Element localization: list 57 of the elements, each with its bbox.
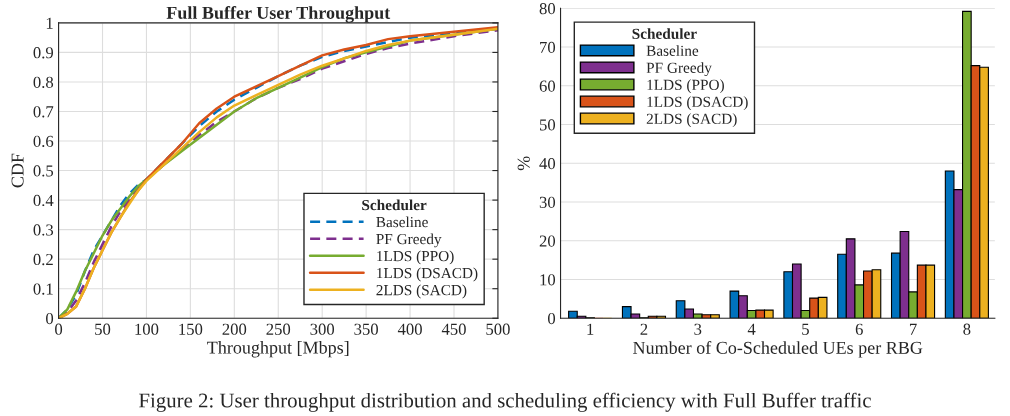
- x-tick-label: 5: [802, 323, 809, 335]
- y-axis-title: CDF: [11, 153, 24, 188]
- chart-title: Full Buffer User Throughput: [166, 6, 391, 23]
- legend-label: PF Greedy: [646, 62, 712, 77]
- x-tick-label: 200: [222, 323, 247, 335]
- y-tick-label: 0: [547, 312, 556, 325]
- legend-label: Baseline: [646, 45, 699, 56]
- x-tick-label: 3: [694, 323, 702, 335]
- caption: Figure 2: User throughput distribution and scheduling efficiency with Full Buffer traffic: [139, 392, 871, 412]
- y-tick-label: 60: [539, 80, 556, 92]
- x-tick-label: 450: [441, 323, 466, 335]
- x-tick-label: 8: [963, 323, 971, 335]
- legend-title: Scheduler: [632, 28, 697, 39]
- y-tick-label: 10: [540, 274, 556, 286]
- legend-label: 2LDS (SACD): [646, 113, 737, 128]
- x-tick-label: 100: [135, 323, 159, 335]
- y-tick-label: 70: [540, 41, 556, 54]
- x-axis-title: Number of Co-Scheduled UEs per RBG: [633, 340, 923, 358]
- y-tick-label: 30: [539, 196, 556, 208]
- y-tick-label: 0.3: [33, 224, 54, 236]
- x-tick-label: 0: [55, 323, 63, 335]
- x-tick-label: 400: [397, 323, 422, 335]
- y-tick-label: 0: [46, 312, 54, 325]
- y-tick-label: 80: [539, 3, 556, 15]
- x-tick-label: 1: [587, 323, 594, 335]
- y-tick-label: 0.6: [33, 135, 54, 148]
- x-tick-label: 300: [310, 323, 335, 335]
- y-tick-label: 0.2: [33, 253, 53, 266]
- x-axis-title: Throughput [Mbps]: [207, 340, 349, 358]
- y-axis-title: %: [517, 156, 530, 171]
- legend-label: 1LDS (DSACD): [377, 267, 478, 282]
- y-tick-label: 0.9: [33, 47, 54, 59]
- legend-label: PF Greedy: [376, 233, 442, 248]
- y-tick-label: 50: [539, 119, 556, 131]
- legend-title: Scheduler: [362, 199, 427, 211]
- y-tick-label: 20: [539, 235, 556, 247]
- x-tick-label: 4: [747, 323, 756, 335]
- x-tick-label: 7: [909, 323, 917, 335]
- x-tick-label: 150: [179, 323, 203, 335]
- legend-label: 1LDS (DSACD): [647, 96, 748, 111]
- x-tick-label: 250: [266, 323, 291, 335]
- legend-label: 2LDS (SACD): [376, 284, 467, 299]
- y-tick-label: 1: [46, 17, 53, 29]
- y-tick-label: 0.7: [33, 106, 54, 118]
- y-tick-label: 0.1: [33, 283, 53, 295]
- x-tick-label: 350: [354, 323, 378, 335]
- y-tick-label: 0.5: [33, 165, 54, 177]
- y-tick-label: 0.8: [33, 76, 54, 88]
- y-tick-label: 0.4: [33, 194, 54, 207]
- x-tick-label: 6: [855, 323, 863, 335]
- legend-label: 1LDS (PPO): [647, 79, 724, 94]
- legend-label: Baseline: [376, 216, 428, 228]
- x-tick-label: 500: [486, 323, 510, 335]
- x-tick-label: 2: [640, 323, 648, 335]
- y-tick-label: 40: [539, 157, 556, 170]
- legend-label: 1LDS (PPO): [377, 250, 454, 265]
- x-tick-label: 50: [95, 323, 111, 335]
